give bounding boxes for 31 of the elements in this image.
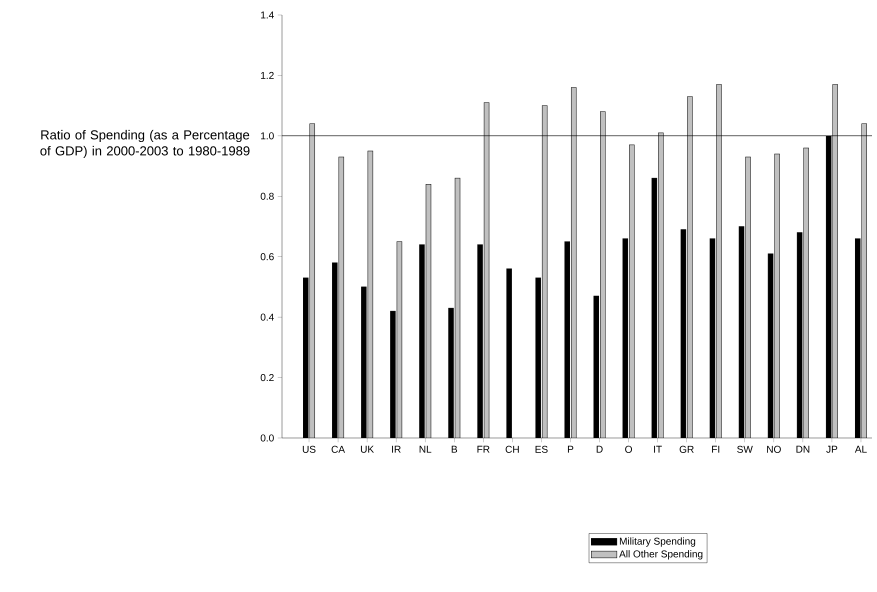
x-tick-label: NL bbox=[420, 446, 432, 453]
x-tick-label: IR bbox=[392, 446, 401, 453]
x-tick-label: FR bbox=[477, 446, 490, 453]
x-tick-label: SW bbox=[737, 446, 753, 453]
x-tick-label: CA bbox=[332, 446, 345, 453]
x-tick-label: DN bbox=[796, 446, 810, 453]
x-tick-label: GR bbox=[680, 446, 694, 453]
y-tick-label: 0.4 bbox=[260, 314, 274, 321]
y-tick-label: 1.0 bbox=[261, 132, 274, 140]
x-tick-label: JP bbox=[826, 446, 838, 453]
x-tick-label: D bbox=[596, 446, 603, 453]
x-tick-label: US bbox=[302, 446, 316, 453]
y-tick-label: 1.4 bbox=[261, 12, 274, 18]
y-tick-label: 0.2 bbox=[260, 374, 274, 382]
y-axis-title: Ratio of Spending (as a Percentage of GDP) in 2000-2003 to 1980-1989 bbox=[40, 130, 250, 158]
legend-label: All Other Spending bbox=[619, 550, 702, 560]
x-tick-label: FI bbox=[712, 446, 720, 453]
x-tick-label: IT bbox=[654, 446, 662, 453]
legend-label: Military Spending bbox=[620, 537, 696, 547]
x-tick-label: CH bbox=[506, 446, 519, 453]
x-tick-label: P bbox=[568, 446, 574, 453]
y-tick-label: 0.8 bbox=[260, 192, 274, 200]
y-tick-label: 0.0 bbox=[260, 434, 274, 442]
y-tick-label: 0.6 bbox=[260, 253, 274, 260]
x-tick-label: AL bbox=[854, 446, 867, 453]
x-tick-label: O bbox=[625, 446, 632, 453]
x-tick-label: UK bbox=[360, 446, 374, 453]
x-tick-label: ES bbox=[536, 446, 548, 453]
y-tick-label: 1.2 bbox=[261, 72, 274, 79]
x-tick-label: NO bbox=[767, 446, 781, 453]
x-tick-label: B bbox=[452, 446, 458, 453]
